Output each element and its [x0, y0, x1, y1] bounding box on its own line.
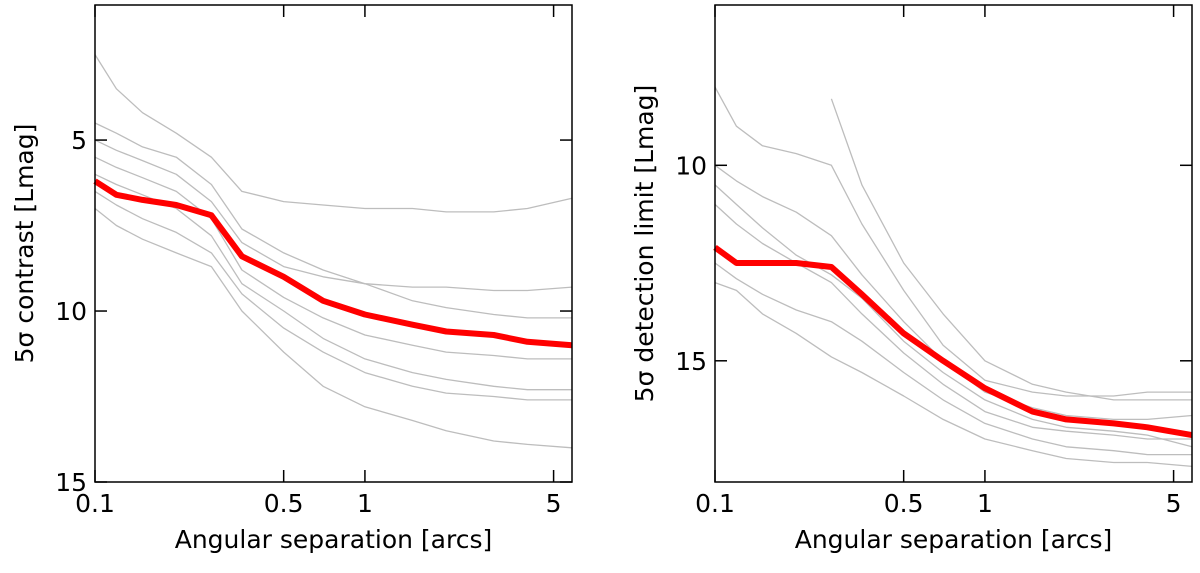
x-tick-label: 0.5: [264, 489, 304, 518]
x-tick-label: 1: [977, 489, 993, 518]
curve: [714, 262, 1192, 456]
plot-frame: [714, 4, 1193, 483]
plot-frame: [94, 4, 573, 483]
curve: [714, 203, 1192, 440]
median-line: [713, 244, 1193, 439]
curve: [830, 98, 1192, 401]
y-tick-label: 15: [675, 347, 707, 376]
curve: [714, 86, 1192, 397]
curve: [94, 139, 573, 292]
x-axis-label: Angular separation [arcs]: [175, 525, 493, 554]
y-tick-label: 10: [675, 151, 707, 180]
y-tick-label: 15: [55, 468, 87, 497]
curve: [714, 164, 1193, 421]
y-tick-label: 10: [55, 297, 87, 326]
y-axis-label: 5σ contrast [Lmag]: [10, 124, 39, 364]
curve: [94, 54, 573, 213]
curve: [94, 173, 572, 391]
x-tick-label: 5: [1166, 489, 1182, 518]
x-tick-label: 0.1: [695, 489, 735, 518]
curve: [94, 156, 572, 360]
y-axis-label: 5σ detection limit [Lmag]: [630, 85, 659, 403]
median-line: [93, 178, 573, 349]
x-tick-label: 5: [546, 489, 562, 518]
x-tick-label: 1: [357, 489, 373, 518]
x-tick-label: 0.5: [884, 489, 924, 518]
y-tick-label: 5: [71, 126, 87, 155]
curve: [94, 122, 572, 319]
curve: [714, 281, 1193, 468]
x-axis-label: Angular separation [arcs]: [795, 525, 1113, 554]
curve: [94, 190, 572, 401]
x-tick-label: 0.1: [75, 489, 115, 518]
curve: [94, 207, 573, 449]
curve: [714, 184, 1193, 448]
